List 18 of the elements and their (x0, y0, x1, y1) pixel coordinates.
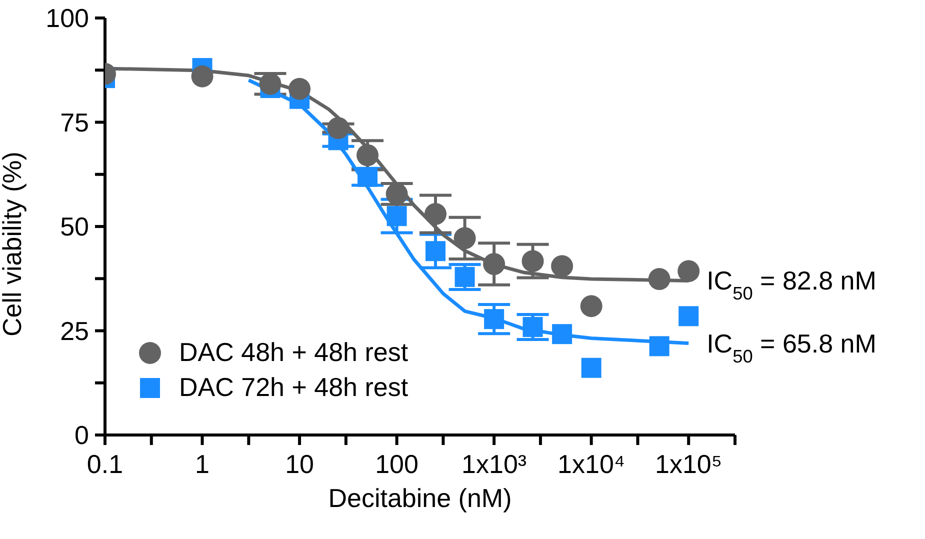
annotation: IC$_{50}$ = 65.8 nM (706, 328, 876, 366)
y-tick-label: 25 (60, 316, 89, 346)
y-axis-title: Cell viability (%) (0, 152, 28, 336)
y-tick-label: 75 (60, 107, 89, 138)
x-tick-label: 1x10³ (462, 449, 527, 479)
x-tick-label: 1x10⁴ (558, 449, 626, 479)
y-tick-label: 0 (74, 420, 89, 450)
y-tick-label: 50 (60, 212, 89, 242)
x-tick-label: 1 (195, 449, 210, 479)
legend-label: DAC 72h + 48h rest (179, 371, 408, 404)
x-axis-title: Decitabine (nM) (328, 483, 512, 513)
y-tick-label: 100 (46, 3, 89, 33)
x-tick-label: 1x10⁵ (655, 449, 722, 479)
annotation: IC$_{50}$ = 82.8 nM (706, 266, 876, 304)
legend-label: DAC 48h + 48h rest (179, 336, 408, 369)
x-tick-label: 100 (375, 449, 418, 479)
x-tick-label: 10 (285, 449, 314, 479)
x-tick-label: 0.1 (86, 449, 124, 479)
